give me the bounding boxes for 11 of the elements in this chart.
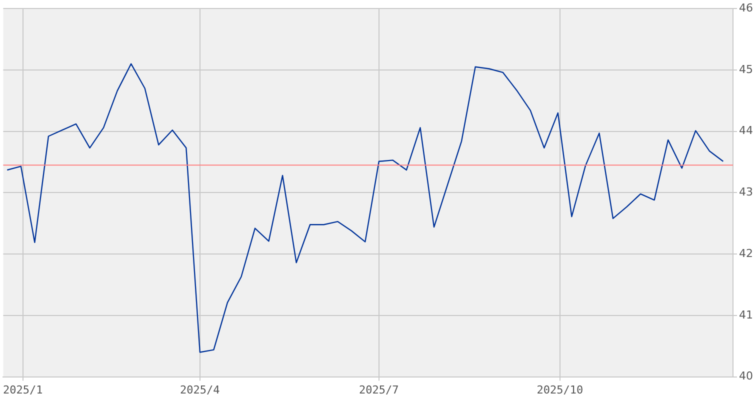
y-tick-label: 46 [739,1,753,14]
y-tick-label: 45 [739,62,753,76]
x-tick-label: 2025/4 [180,383,220,396]
x-tick-label: 2025/7 [359,383,399,396]
y-tick-label: 44 [739,124,753,138]
y-tick-label: 42 [739,246,753,260]
y-tick-label: 40 [739,370,753,383]
x-tick-label: 2025/10 [536,383,584,396]
x-tick-label: 2025/1 [3,383,43,396]
y-tick-label: 43 [739,186,753,199]
y-tick-label: 41 [739,308,753,322]
